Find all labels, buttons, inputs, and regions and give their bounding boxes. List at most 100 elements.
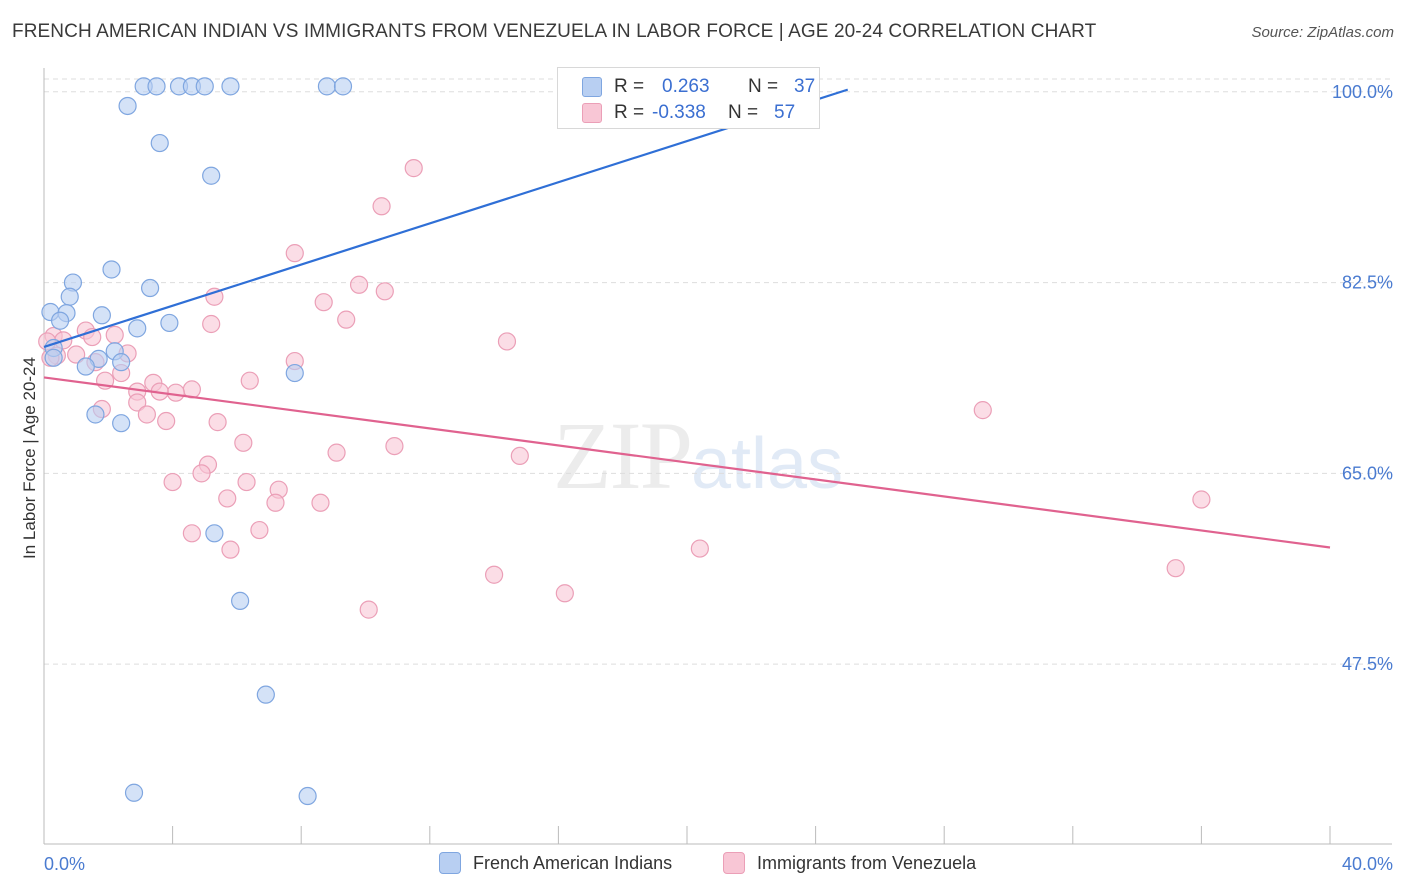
point-venezuela — [192, 464, 211, 483]
point-french-american-indian — [202, 166, 221, 185]
point-french-american-indian — [44, 348, 63, 367]
source-credit: Source: ZipAtlas.com — [1251, 24, 1394, 41]
chart-title: FRENCH AMERICAN INDIAN VS IMMIGRANTS FRO… — [12, 21, 1097, 42]
point-venezuela — [375, 282, 394, 301]
x-tick-label: 40.0% — [1342, 854, 1393, 874]
trend-lines — [43, 88, 1331, 549]
point-french-american-indian — [112, 414, 131, 433]
legend-n-value: 57 — [774, 102, 796, 123]
watermark-atlas: atlas — [691, 424, 844, 504]
point-french-american-indian — [102, 260, 121, 279]
point-venezuela — [555, 584, 574, 603]
point-french-american-indian — [140, 278, 160, 298]
legend-r-value: 0.263 — [662, 76, 710, 97]
point-venezuela — [1192, 490, 1211, 509]
point-venezuela — [250, 520, 269, 540]
legend-row-series1: R = 0.263 N = 37 — [582, 75, 815, 99]
y-tick-label: 100.0% — [1332, 82, 1393, 102]
point-french-american-indian — [112, 353, 131, 372]
point-venezuela — [163, 472, 182, 492]
point-venezuela — [359, 600, 378, 619]
point-french-american-indian — [86, 405, 105, 424]
point-venezuela — [385, 436, 404, 456]
watermark: ZIPatlas — [553, 400, 843, 511]
point-french-american-indian — [285, 363, 304, 383]
watermark-zip: ZIP — [553, 402, 693, 509]
y-tick-label: 65.0% — [1342, 463, 1393, 483]
point-french-american-indian — [92, 306, 111, 325]
trend-line-french-american-indian — [43, 88, 849, 348]
correlation-legend: R = 0.263 N = 37 R = -0.338 N = 57 — [557, 67, 820, 129]
point-venezuela — [67, 345, 86, 364]
legend-row-series2: R = -0.338 N = 57 — [582, 101, 795, 125]
point-venezuela — [311, 493, 330, 512]
point-french-american-indian — [147, 77, 166, 96]
series-legend: French American Indians Immigrants from … — [0, 852, 1406, 878]
legend-swatch-pink — [582, 103, 602, 123]
point-venezuela — [234, 433, 253, 452]
x-tick-label: 0.0% — [44, 854, 85, 874]
point-venezuela — [372, 197, 391, 216]
legend-n-label: N = — [728, 102, 759, 123]
point-french-american-indian — [76, 357, 95, 376]
point-french-american-indian — [256, 685, 275, 704]
legend-n-value: 37 — [794, 76, 816, 97]
legend-label: French American Indians — [473, 852, 673, 873]
point-french-american-indian — [160, 313, 179, 333]
y-tick-label: 47.5% — [1342, 654, 1393, 674]
point-venezuela — [404, 159, 423, 178]
point-venezuela — [208, 413, 227, 432]
legend-swatch-pink — [723, 852, 745, 874]
point-venezuela — [221, 540, 240, 559]
axes — [43, 68, 1392, 845]
point-venezuela — [128, 393, 147, 412]
point-french-american-indian — [124, 783, 144, 802]
point-venezuela — [105, 325, 124, 345]
legend-item-french-american-indians: French American Indians — [439, 852, 672, 874]
legend-swatch-blue — [439, 852, 461, 874]
point-french-american-indian — [231, 591, 250, 610]
point-venezuela — [240, 371, 259, 390]
point-french-american-indian — [298, 786, 317, 806]
point-venezuela — [137, 405, 156, 424]
point-venezuela — [337, 310, 356, 329]
point-venezuela — [266, 493, 285, 512]
point-french-american-indian — [150, 133, 169, 153]
gridlines — [44, 78, 1392, 665]
legend-item-immigrants-from-venezuela: Immigrants from Venezuela — [723, 852, 976, 874]
point-french-american-indian — [50, 311, 70, 330]
series-french-american-indian-points — [41, 77, 819, 806]
series-venezuela-points — [38, 159, 1211, 619]
point-venezuela — [497, 332, 517, 351]
point-venezuela — [166, 383, 185, 402]
point-venezuela — [485, 565, 504, 584]
point-venezuela — [327, 443, 346, 462]
point-venezuela — [349, 275, 369, 294]
point-venezuela — [202, 314, 221, 334]
legend-swatch-blue — [582, 77, 602, 97]
trend-line-venezuela — [43, 376, 1331, 549]
point-venezuela — [314, 293, 333, 312]
point-french-american-indian — [195, 77, 214, 96]
legend-r-value: -0.338 — [652, 102, 706, 123]
point-french-american-indian — [205, 524, 224, 543]
point-venezuela — [690, 539, 709, 558]
point-venezuela — [182, 524, 201, 543]
tick-labels: 47.5% 65.0% 82.5% 100.0% 0.0% 40.0% — [44, 82, 1393, 874]
legend-r-label: R = — [614, 76, 645, 97]
y-tick-label: 82.5% — [1342, 273, 1393, 293]
point-french-american-indian — [317, 77, 337, 96]
point-venezuela — [237, 472, 256, 492]
point-venezuela — [510, 446, 529, 466]
legend-n-label: N = — [748, 76, 779, 97]
point-french-american-indian — [333, 77, 353, 96]
point-venezuela — [218, 489, 237, 508]
point-french-american-indian — [118, 96, 137, 116]
point-venezuela — [157, 411, 176, 431]
point-venezuela — [205, 287, 224, 306]
legend-label: Immigrants from Venezuela — [757, 852, 977, 873]
point-french-american-indian — [128, 319, 147, 338]
point-venezuela — [1166, 559, 1185, 578]
point-french-american-indian — [60, 287, 79, 306]
